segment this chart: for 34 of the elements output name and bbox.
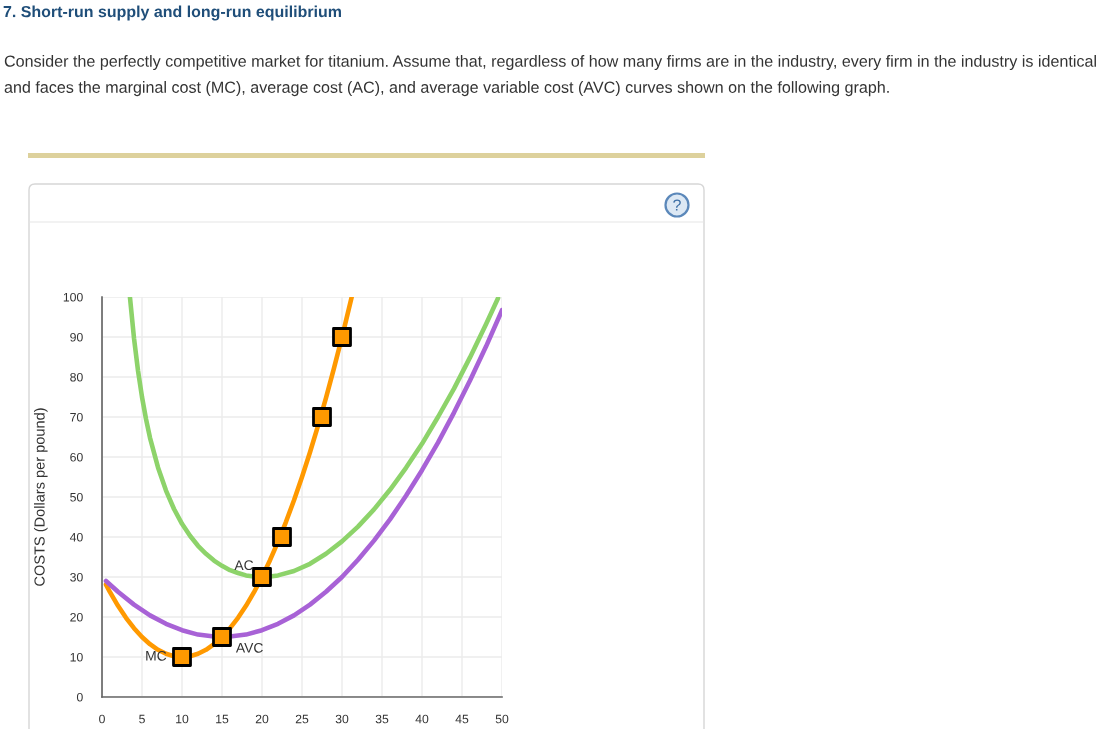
y-tick-label: 70 <box>70 412 83 422</box>
y-tick-label: 20 <box>70 612 83 622</box>
x-tick-label: 20 <box>255 714 269 724</box>
x-tick-label: 40 <box>415 714 429 724</box>
x-tick-label: 35 <box>375 714 389 724</box>
x-tick-label: 0 <box>99 714 105 724</box>
y-tick-label: 50 <box>70 492 83 502</box>
point <box>252 567 272 587</box>
y-axis-title: COSTS (Dollars per pound) <box>33 408 48 586</box>
x-tick-label: 50 <box>495 714 509 724</box>
series-label: MC <box>146 650 167 661</box>
x-tick-label: 15 <box>216 714 229 724</box>
x-tick-label: 25 <box>295 714 309 724</box>
point <box>212 627 232 647</box>
x-tick-label: 45 <box>455 714 469 724</box>
series-label: AVC <box>235 642 263 653</box>
y-tick-label: 80 <box>70 372 83 382</box>
point <box>172 647 192 667</box>
x-tick-label: 5 <box>139 714 145 724</box>
y-tick-label: 0 <box>76 692 83 702</box>
point <box>312 407 332 427</box>
y-tick-label: 40 <box>69 532 83 542</box>
y-tick-label: 60 <box>70 452 83 462</box>
y-tick-label: 100 <box>63 292 83 302</box>
text: Consider the perfectly competitive market for titanium. Assume that, regardless of how many firms are in the industry, every firm in the industry is identical and faces the marginal cost (MC), average cost (AC), and average variable cost (AVC) curves shown on the following graph. <box>4 55 1096 97</box>
point <box>332 327 352 347</box>
y-tick-label: 90 <box>70 332 83 342</box>
series-label: AC <box>234 560 254 571</box>
x-tick-label: 30 <box>335 714 349 724</box>
x-tick-label: 10 <box>176 714 189 724</box>
y-tick-label: 10 <box>70 652 83 662</box>
point <box>272 527 292 547</box>
chart-title: 7. Short-run supply and long-run equilibrium <box>3 5 341 21</box>
y-tick-label: 30 <box>70 572 83 582</box>
